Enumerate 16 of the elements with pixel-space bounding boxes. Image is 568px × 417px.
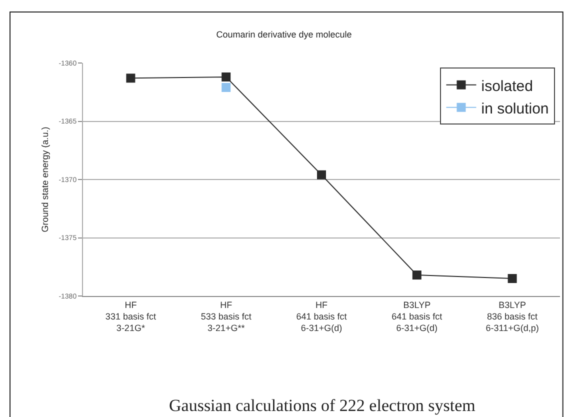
x-tick-label: HF 641 basis fct 6-31+G(d) xyxy=(296,300,348,334)
x-tick-label: B3LYP 836 basis fct 6-311+G(d,p) xyxy=(486,300,539,334)
y-axis-title: Ground state energy (a.u.) xyxy=(40,126,50,232)
x-tick-label: B3LYP 641 basis fct 6-31+G(d) xyxy=(392,300,443,334)
x-tick-label: HF 533 basis fct 3-21+G** xyxy=(200,300,252,334)
point xyxy=(126,74,136,83)
point xyxy=(222,82,231,92)
text: Gaussian calculations of 222 electron system xyxy=(169,396,476,415)
point xyxy=(508,274,517,284)
chart-title: Coumarin derivative dye molecule xyxy=(216,30,352,40)
point xyxy=(317,170,326,180)
legend-label: isolated xyxy=(481,78,533,95)
legend-label: in solution xyxy=(481,100,549,118)
point xyxy=(222,72,231,82)
x-tick-label: HF 331 basis fct 3-21G* xyxy=(105,300,156,334)
point xyxy=(412,270,422,280)
